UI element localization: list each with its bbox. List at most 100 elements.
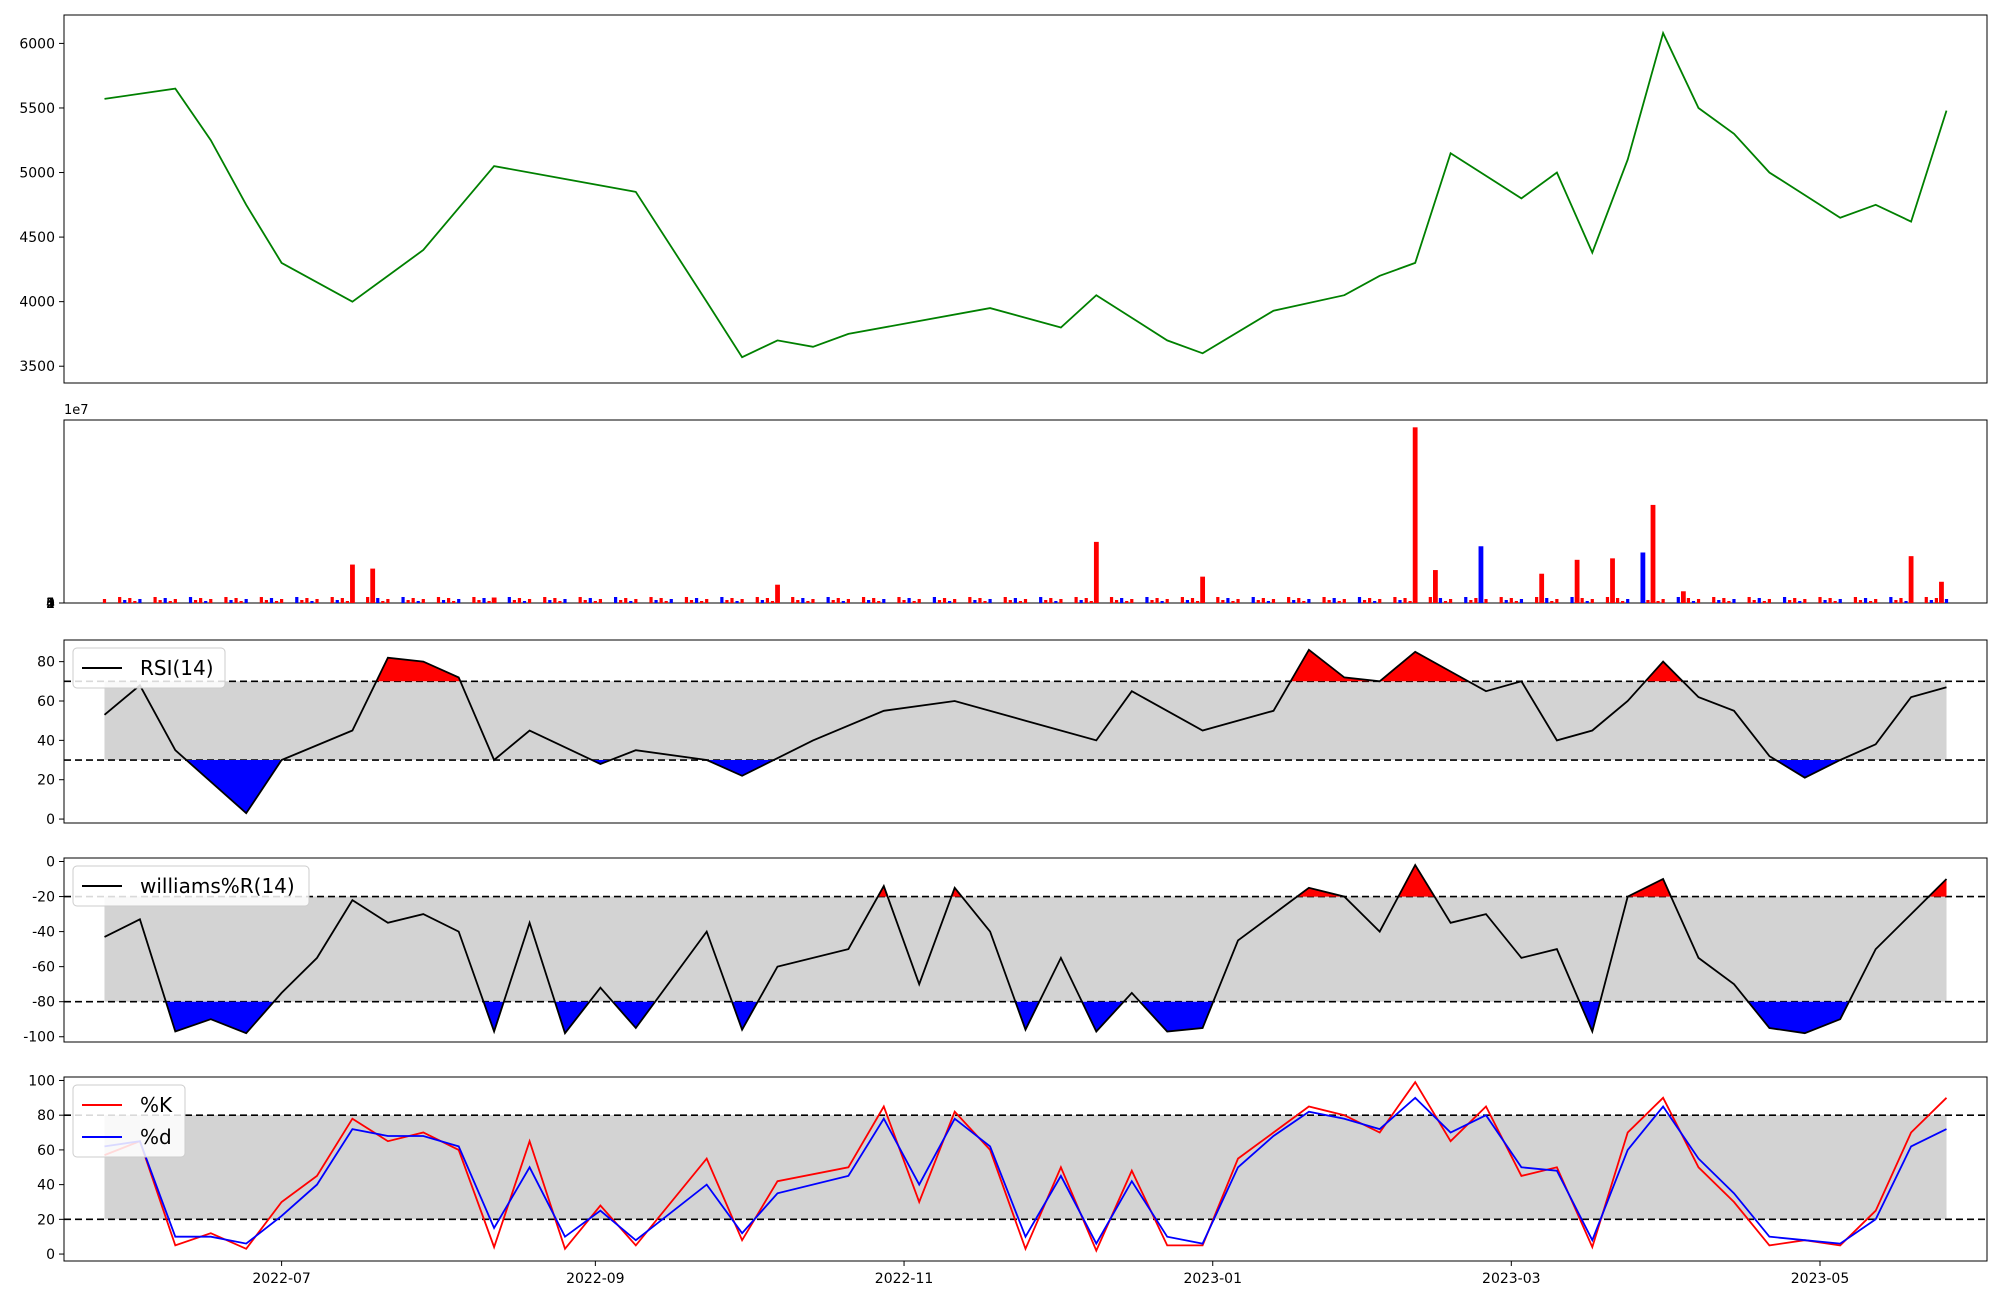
price-panel-frame [63, 14, 1988, 384]
volume-bar-small [1393, 597, 1397, 603]
volume-bar-small [877, 601, 881, 603]
volume-bar-small [1337, 601, 1341, 603]
volume-bar-small [1403, 598, 1407, 603]
y-tick-label: 20 [37, 1212, 55, 1228]
volume-bar [370, 568, 376, 603]
y-tick-label: 0 [46, 1247, 55, 1263]
volume-bar-small [1924, 597, 1928, 603]
williams-oversold-fill [1579, 1001, 1601, 1032]
volume-bar-small [269, 598, 274, 603]
volume-bar-small [168, 601, 172, 603]
y-tick-label: 80 [37, 655, 55, 671]
volume-bar-small [1307, 599, 1311, 603]
volume-bar-small [1691, 601, 1696, 603]
volume-bar-small [234, 598, 238, 603]
volume-bar-small [1889, 597, 1893, 603]
volume-bar-small [1570, 597, 1574, 603]
volume-bar-small [1357, 597, 1362, 603]
volume-bar-small [1003, 597, 1007, 603]
volume-bar-small [1226, 598, 1230, 603]
rsi-overbought-fill [376, 657, 461, 682]
stochastic-d-line [104, 1096, 1947, 1246]
x-tick-label: 2022-09 [566, 1271, 625, 1287]
x-tick-label: 2022-11 [875, 1271, 934, 1287]
rsi-legend: RSI(14) [72, 647, 226, 689]
volume-bar-small [1499, 597, 1503, 603]
y-tick-label: -100 [23, 1030, 55, 1046]
volume-bar-small [867, 600, 871, 603]
volume-bar-small [1590, 599, 1594, 603]
volume-bar-small [659, 598, 663, 603]
y-tick-label: 20 [37, 773, 55, 789]
volume-bar-small [315, 599, 319, 603]
williams-overbought-fill [1398, 865, 1435, 897]
volume-bar-small [1266, 601, 1271, 603]
y-tick-label: 5 [46, 596, 55, 612]
volume-bars [102, 427, 1949, 603]
stochastic-k-line [104, 1080, 1948, 1253]
volume-bar-small [973, 600, 977, 603]
volume-bar-small [158, 600, 162, 603]
volume-bar-small [619, 600, 623, 603]
volume-bar-small [1757, 598, 1761, 603]
volume-bar-small [705, 599, 709, 603]
stochastic-panel-frame [63, 1076, 1988, 1262]
volume-bar-small [1863, 598, 1868, 603]
volume-bar-small [1023, 599, 1028, 603]
volume-bar-small [411, 598, 415, 603]
y-tick-label: 80 [37, 1108, 55, 1124]
y-tick-label: 6000 [19, 36, 55, 52]
volume-bar-small [340, 598, 344, 603]
volume-bar-small [1120, 598, 1124, 603]
y-tick-label: -40 [32, 925, 55, 941]
volume-bar-small [947, 601, 952, 603]
legend-box [72, 1084, 186, 1158]
rsi-line [103, 648, 1947, 815]
y-tick-label: 2 [46, 596, 55, 612]
volume-bar-small [163, 598, 167, 603]
volume-bar-small [1261, 598, 1265, 603]
volume-bar-small [1074, 597, 1078, 603]
y-tick-label: 4500 [19, 230, 55, 246]
volume-bar-small [1717, 600, 1721, 603]
volume-bar-small [578, 597, 582, 603]
volume-bar-small [796, 600, 800, 603]
volume-bar [1093, 541, 1099, 603]
volume-bar-small [1853, 597, 1858, 603]
volume-bar-small [613, 597, 618, 603]
price-line [104, 30, 1948, 359]
volume-bar-small [1271, 599, 1276, 603]
y-tick-label: 5000 [19, 166, 55, 182]
volume-bar-small [1150, 600, 1154, 603]
volume-bar-small [1823, 600, 1827, 603]
volume-bar-small [259, 597, 263, 603]
volume-bar-small [1762, 601, 1766, 603]
rsi-oversold-fill [1775, 760, 1841, 778]
volume-bar-small [1408, 601, 1412, 603]
volume-bar-small [401, 597, 405, 603]
volume-bar-small [300, 600, 304, 603]
volume-bar-small [1231, 601, 1235, 603]
rsi-overbought-fill [1290, 649, 1469, 682]
volume-bar-small [1626, 599, 1630, 603]
volume-bar [1200, 576, 1206, 603]
volume-bar-small [770, 601, 775, 603]
volume-bar-small [1929, 600, 1933, 603]
volume-bar-small [1160, 601, 1164, 603]
volume-bar-small [517, 598, 522, 603]
volume-bar-small [457, 599, 461, 603]
volume-bar-small [128, 598, 132, 603]
volume-bar [491, 597, 497, 603]
volume-bar-small [791, 597, 795, 603]
volume-bar-small [512, 600, 516, 603]
volume-bar [1610, 558, 1615, 603]
volume-bar-small [654, 600, 658, 603]
volume-bar-small [760, 600, 764, 603]
volume-bar-small [917, 599, 921, 603]
legend-label: RSI(14) [140, 656, 214, 680]
volume-bar-small [1767, 599, 1771, 603]
volume-bar-small [1722, 598, 1726, 603]
williams-panel-frame [63, 857, 1988, 1043]
volume-bar-small [482, 598, 486, 603]
volume-bar-small [1180, 597, 1184, 603]
